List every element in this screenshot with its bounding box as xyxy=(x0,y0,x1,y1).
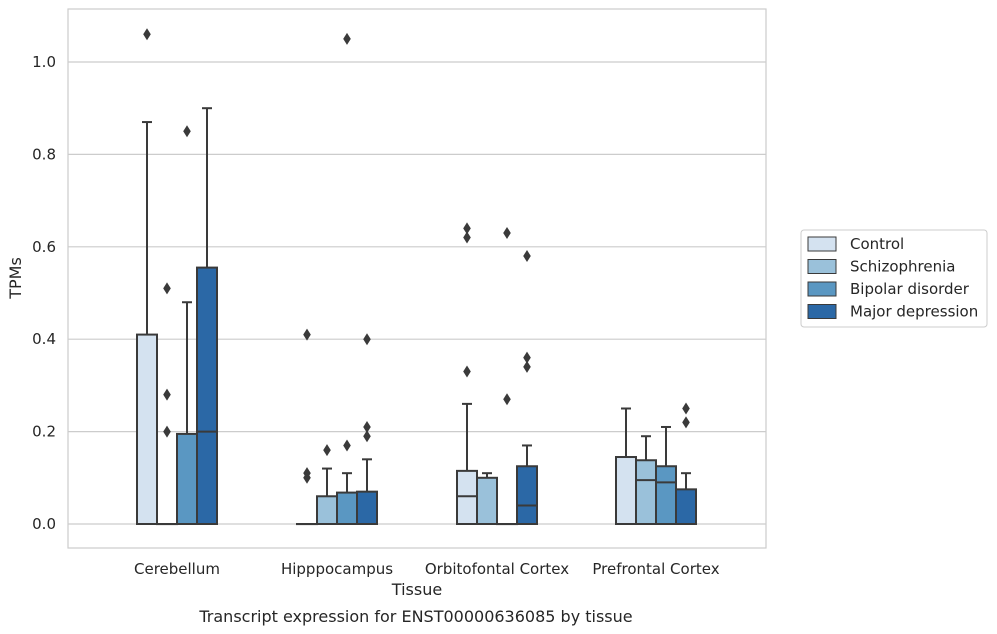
x-axis-label: Tissue xyxy=(391,580,442,599)
outlier-point xyxy=(303,328,311,341)
outlier-point xyxy=(183,125,191,138)
legend-swatch xyxy=(807,304,837,319)
x-tick-label: Hipppocampus xyxy=(281,560,393,578)
outlier-point xyxy=(343,439,351,452)
box-group xyxy=(476,472,498,525)
outlier-point xyxy=(503,393,511,406)
gridlines xyxy=(68,61,766,525)
box-group xyxy=(296,328,318,526)
box-body xyxy=(635,459,657,525)
outlier-point xyxy=(163,388,171,401)
outlier-point xyxy=(682,416,690,429)
x-tick-label: Cerebellum xyxy=(134,560,220,578)
y-tick-label: 0.0 xyxy=(32,515,56,533)
box-group xyxy=(655,425,677,525)
outlier-point xyxy=(363,420,371,433)
box-body xyxy=(356,490,378,526)
outlier-point xyxy=(163,282,171,295)
box-body xyxy=(336,491,358,526)
box-body xyxy=(615,456,637,526)
box-body xyxy=(196,266,218,525)
legend-swatch xyxy=(807,259,837,274)
x-tick-labels: Cerebellum Hipppocampus Orbitofontal Corte… xyxy=(134,560,720,578)
box-body xyxy=(456,469,478,525)
outlier-point xyxy=(343,32,351,45)
legend-label: Schizophrenia xyxy=(850,258,955,276)
outlier-point xyxy=(323,444,331,457)
box-group xyxy=(675,402,697,526)
legend-label: Bipolar disorder xyxy=(850,280,970,298)
box-group xyxy=(516,250,538,525)
box-body xyxy=(136,333,158,525)
y-tick-labels: 0.0 0.2 0.4 0.6 0.8 1.0 xyxy=(32,53,56,533)
outlier-point xyxy=(463,222,471,235)
y-tick-label: 0.4 xyxy=(32,330,56,348)
box-group xyxy=(356,333,378,526)
legend-swatch xyxy=(807,236,837,252)
legend-swatch xyxy=(807,281,837,297)
outlier-point xyxy=(523,250,531,263)
y-axis-label: TPMs xyxy=(6,257,25,300)
box-group xyxy=(316,444,338,525)
box-group xyxy=(176,125,198,525)
legend-label: Major depression xyxy=(850,303,978,321)
outlier-point xyxy=(363,430,371,443)
box-body xyxy=(476,476,498,525)
box-group xyxy=(196,107,218,525)
outlier-point xyxy=(523,360,531,373)
legend-frame xyxy=(800,229,988,328)
outlier-point xyxy=(523,351,531,364)
box-group xyxy=(635,435,657,525)
y-tick-label: 1.0 xyxy=(32,53,56,71)
x-tick-label: Orbitofontal Cortex xyxy=(425,560,569,578)
chart-caption: Transcript expression for ENST0000063608… xyxy=(198,607,632,626)
x-tick-label: Prefrontal Cortex xyxy=(592,560,719,578)
box-group xyxy=(136,28,158,525)
outlier-point xyxy=(143,28,151,41)
box-group xyxy=(456,402,478,525)
box-group xyxy=(615,407,637,526)
outlier-point xyxy=(503,226,511,239)
box-group xyxy=(156,282,178,526)
box-layer xyxy=(136,28,697,526)
outlier-point xyxy=(363,333,371,346)
outlier-point xyxy=(303,471,311,484)
y-tick-label: 0.8 xyxy=(32,145,56,163)
box-body xyxy=(176,432,198,525)
y-tick-label: 0.6 xyxy=(32,238,56,256)
outlier-point xyxy=(463,365,471,378)
box-body xyxy=(516,465,538,525)
box-group xyxy=(336,32,358,526)
legend-label: Control xyxy=(850,235,904,253)
legend: Control Schizophrenia Bipolar disorder Majo… xyxy=(800,229,988,328)
outlier-point xyxy=(163,425,171,438)
box-body xyxy=(316,495,338,525)
outlier-point xyxy=(682,402,690,415)
box-body xyxy=(675,488,697,526)
box-group xyxy=(496,226,518,526)
plot-frame xyxy=(67,8,767,549)
y-tick-label: 0.2 xyxy=(32,423,56,441)
outlier-point xyxy=(463,231,471,244)
box-body xyxy=(655,465,677,525)
